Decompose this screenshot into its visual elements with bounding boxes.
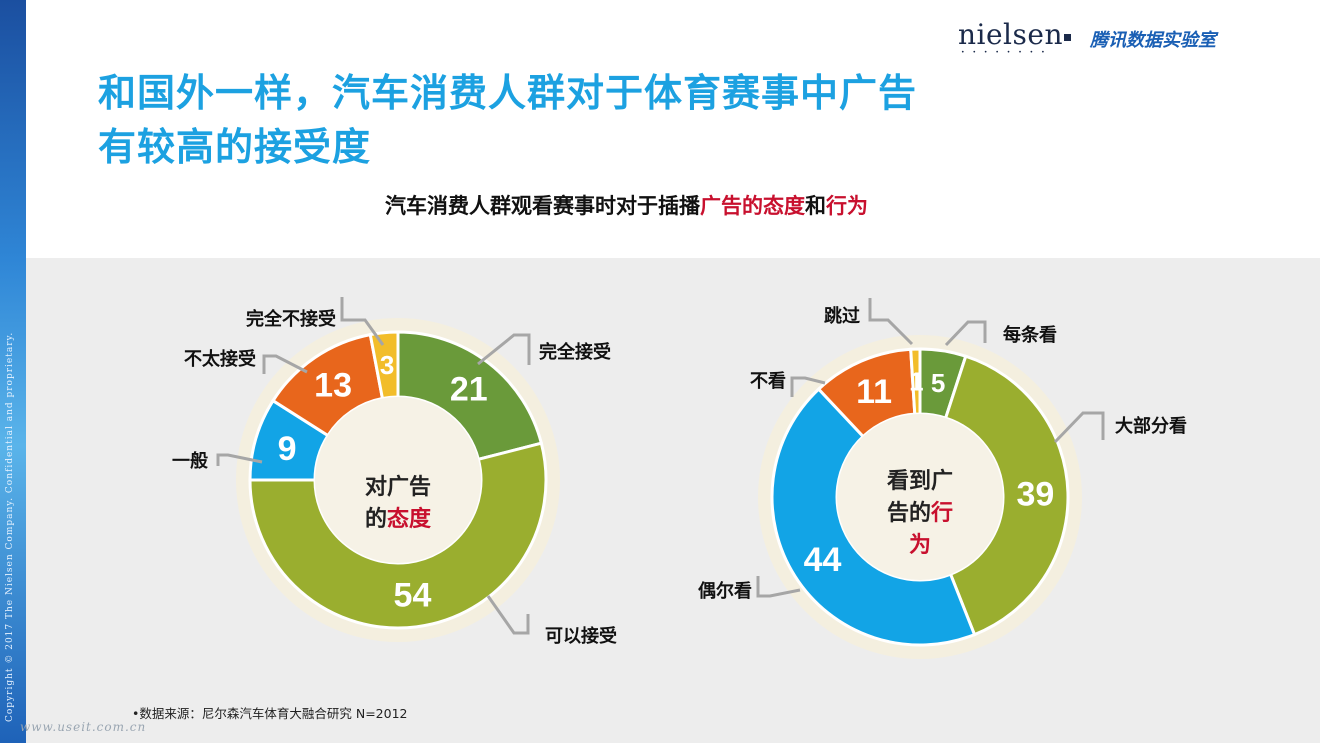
behavior-leader-lines [756,298,1105,598]
header-logos: nielsen • • • • • • • • 腾讯数据实验室 [958,18,1238,58]
behavior-center-label-line3: 为 [909,533,931,558]
logo-separator [1064,34,1071,41]
subtitle-red-1: 广告的态度 [700,194,805,218]
watermark: www.useit.com.cn [20,720,147,734]
slice-label-not-watch: 不看 [750,370,786,392]
slice-label-skip: 跳过 [824,305,860,327]
behavior-center-label-line2: 告的行 [887,500,953,526]
slice-value-1-1: 21 [450,371,488,409]
donut-center-disc [837,414,1003,580]
slice-label-watch-occasionally: 偶尔看 [698,580,752,602]
subtitle-plain-1: 汽车消费人群观看赛事时对于插播 [385,194,700,218]
behavior-center-label-plain: 告的 [887,500,931,526]
slice-label-not-really-accept: 不太接受 [184,348,256,370]
data-source-note: •数据来源：尼尔森汽车体育大融合研究 N=2012 [132,706,408,721]
nielsen-logo: nielsen [958,18,1063,51]
slide-title: 和国外一样，汽车消费人群对于体育赛事中广告 有较高的接受度 [98,66,1058,174]
donut-center-disc [315,397,481,563]
tencent-data-lab-logo: 腾讯数据实验室 [1090,30,1216,51]
slice-value-1-5: 3 [380,350,394,380]
slice-value-2-1: 5 [931,368,945,398]
attitude-center-label-line1: 对广告 [365,474,431,500]
slice-label-watch-most: 大部分看 [1115,415,1187,437]
slice-value-1-3: 9 [278,430,297,468]
slice-value-2-5: 1 [909,367,923,397]
slide-title-line2: 有较高的接受度 [98,125,372,169]
attitude-slices [248,330,548,630]
attitude-donut-chart: 21 54 9 13 3 完全接受 可以接受 一般 不太接受 完全不接受 对广告 的态度 [172,297,617,647]
slice-value-1-4: 13 [314,366,352,404]
slice-value-2-4: 11 [856,373,892,411]
subtitle-red-2: 行为 [826,194,868,218]
attitude-value-labels: 21 54 9 13 3 [278,350,488,615]
slice-label-watch-every: 每条看 [1003,324,1057,346]
left-decor-strip: Copyright © 2017 The Nielsen Company. Co… [0,0,26,743]
attitude-center-label-line2: 的态度 [365,506,432,532]
nielsen-logo-dots: • • • • • • • • [961,49,1048,56]
slice-label-not-accept-at-all: 完全不接受 [246,308,336,330]
behavior-center-label-red1: 行 [930,500,953,526]
slide-title-line1: 和国外一样，汽车消费人群对于体育赛事中广告 [98,71,918,115]
chart-subtitle: 汽车消费人群观看赛事时对于插播广告的态度和行为 [385,190,868,220]
slice-label-fully-accept: 完全接受 [539,341,611,363]
slice-value-2-3: 44 [804,541,842,579]
slice-value-1-2: 54 [394,577,432,615]
slice-label-acceptable: 可以接受 [545,625,617,647]
slice-label-neutral: 一般 [172,450,208,472]
behavior-center-label-line1: 看到广 [887,468,953,494]
subtitle-plain-2: 和 [805,194,826,218]
attitude-leader-lines [216,297,531,635]
attitude-center-label-red: 态度 [387,506,432,532]
slice-value-2-2: 39 [1017,475,1055,513]
attitude-center-label-plain: 的 [365,506,387,532]
